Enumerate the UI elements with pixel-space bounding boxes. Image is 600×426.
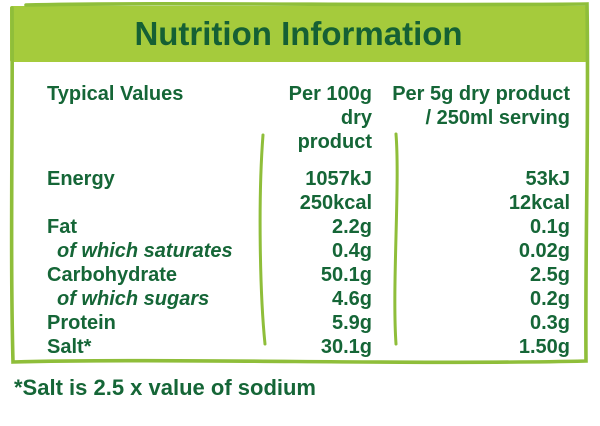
value-per-5g: 1.50g [518, 336, 570, 358]
value-per-5g: 0.1g [529, 216, 570, 238]
table-row-energy: Energy 1057kJ 250kcal 53kJ 12kcal [47, 167, 570, 215]
page-title: Nutrition Information [134, 15, 463, 52]
row-label: of which saturates [57, 240, 233, 262]
table-row-salt: Salt* 30.1g 1.50g [47, 335, 570, 359]
row-label: of which sugars [57, 288, 210, 310]
row-label: Salt* [47, 336, 92, 358]
title-bar: Nutrition Information [10, 6, 587, 62]
row-label: Protein [47, 312, 116, 334]
table-row-protein: Protein 5.9g 0.3g [47, 311, 570, 335]
table-header-row: Typical Values Per 100g dry product Per … [47, 82, 570, 154]
value-per-100g: 50.1g [320, 264, 372, 286]
value-per-100g: 30.1g [320, 336, 372, 358]
value-per-100g: 2.2g [331, 216, 372, 238]
value-per-100g: 0.4g [331, 240, 372, 262]
table-row-sugars: of which sugars 4.6g 0.2g [47, 287, 570, 311]
row-label: Fat [47, 216, 77, 238]
col-header-typical-values: Typical Values [47, 83, 184, 105]
value-per-5g: 0.3g [529, 312, 570, 334]
value-per-5g: 0.2g [529, 288, 570, 310]
row-label: Carbohydrate [47, 264, 178, 286]
table-row-fat: Fat 2.2g 0.1g [47, 215, 570, 239]
value-per-5g: 53kJ 12kcal [508, 168, 570, 214]
value-per-100g: 4.6g [331, 288, 372, 310]
table-row-carbohydrate: Carbohydrate 50.1g 2.5g [47, 263, 570, 287]
value-per-5g: 2.5g [529, 264, 570, 286]
col-header-per-100g: Per 100g dry product [288, 83, 372, 153]
value-per-100g: 1057kJ 250kcal [299, 168, 372, 214]
salt-footnote: *Salt is 2.5 x value of sodium [14, 375, 316, 400]
row-label: Energy [47, 168, 115, 190]
value-per-100g: 5.9g [331, 312, 372, 334]
col-header-per-5g: Per 5g dry product / 250ml serving [392, 83, 570, 129]
nutrition-table: Typical Values Per 100g dry product Per … [47, 82, 570, 359]
table-row-saturates: of which saturates 0.4g 0.02g [47, 239, 570, 263]
value-per-5g: 0.02g [518, 240, 570, 262]
